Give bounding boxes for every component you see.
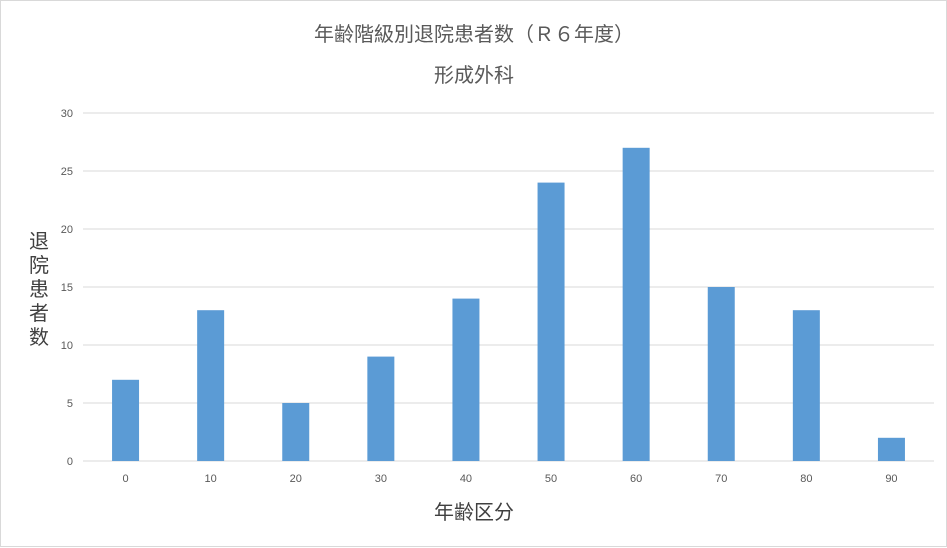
x-tick-labels: 0 10 20 30 40 50 60 70 80 90 — [122, 473, 897, 485]
chart-subtitle: 形成外科 — [434, 63, 514, 87]
bar-30 — [367, 356, 395, 461]
x-tick-label: 60 — [630, 473, 642, 485]
x-tick-label: 70 — [715, 473, 727, 485]
y-axis-title-text: 退院患者数 — [29, 229, 49, 349]
y-tick-labels: 0 5 10 15 20 25 30 — [61, 108, 73, 468]
y-tick-label: 10 — [61, 340, 73, 352]
y-axis-title: 退院患者数 — [29, 229, 49, 349]
x-axis-title: 年齢区分 — [434, 500, 514, 524]
x-tick-label: 10 — [205, 473, 217, 485]
bar-20 — [282, 403, 310, 461]
y-tick-label: 0 — [67, 456, 73, 468]
y-tick-label: 5 — [67, 398, 73, 410]
gridlines — [83, 112, 934, 462]
x-tick-label: 80 — [800, 473, 812, 485]
bar-50 — [537, 182, 565, 461]
y-tick-label: 25 — [61, 166, 73, 178]
bar-80 — [792, 310, 820, 461]
x-tick-label: 50 — [545, 473, 557, 485]
bars — [112, 147, 905, 462]
x-tick-label: 90 — [885, 473, 897, 485]
bar-40 — [452, 298, 480, 461]
x-tick-label: 0 — [122, 473, 128, 485]
bar-70 — [707, 287, 735, 461]
y-tick-label: 15 — [61, 282, 73, 294]
bar-90 — [877, 437, 905, 461]
x-tick-label: 30 — [375, 473, 387, 485]
y-tick-label: 30 — [61, 108, 73, 120]
x-tick-label: 40 — [460, 473, 472, 485]
y-tick-label: 20 — [61, 224, 73, 236]
bar-60 — [622, 147, 650, 462]
x-tick-label: 20 — [290, 473, 302, 485]
bar-0 — [112, 379, 140, 461]
chart-title: 年齢階級別退院患者数（Ｒ６年度） — [314, 22, 634, 46]
bar-10 — [197, 310, 225, 461]
